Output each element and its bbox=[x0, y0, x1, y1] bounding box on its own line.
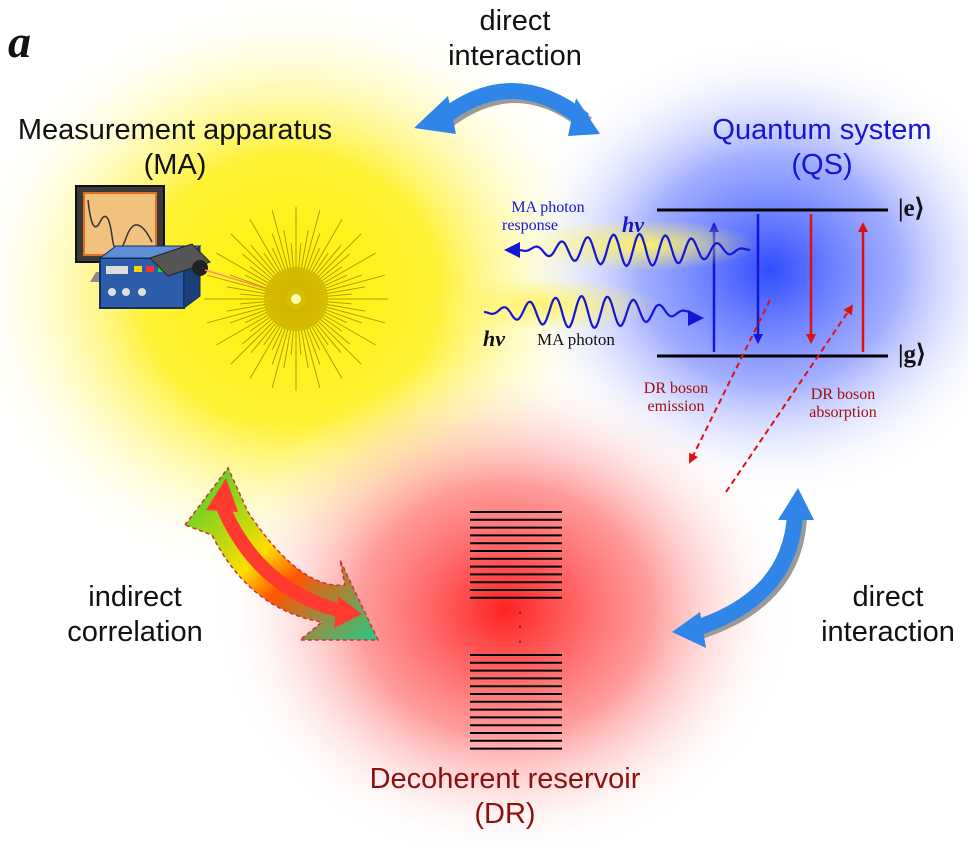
response-photon-glow bbox=[522, 219, 758, 271]
ma-title-text: Measurement apparatus bbox=[17, 114, 333, 146]
dr-abbr: (DR) bbox=[474, 797, 536, 830]
indirect-label-line1: indirect bbox=[88, 581, 182, 613]
dr-absorption-line2: absorption bbox=[809, 404, 877, 422]
reservoir-levels-lower bbox=[470, 654, 562, 750]
right-direct-interaction-arrow bbox=[672, 488, 814, 648]
photon-response-line1: MA photon bbox=[511, 199, 585, 216]
qs-title-text: Quantum system bbox=[712, 114, 932, 146]
right-arrow-label-line2: interaction bbox=[821, 615, 955, 648]
sunburst-center bbox=[291, 294, 301, 304]
incoming-hv-symbol: hν bbox=[483, 326, 505, 351]
dr-emission-label: DR boson emission bbox=[626, 380, 726, 417]
response-photon-wave bbox=[519, 232, 751, 268]
top-arrow-label-line2: interaction bbox=[448, 39, 582, 72]
qs-title: Quantum system (QS) bbox=[692, 113, 952, 183]
dr-absorption-label: DR boson absorption bbox=[788, 386, 898, 423]
dr-absorption-line1: DR boson bbox=[810, 386, 876, 403]
dr-emission-line2: emission bbox=[647, 398, 705, 416]
dr-boson-emission-arrow bbox=[689, 299, 771, 464]
indirect-correlation-arrow bbox=[183, 466, 380, 641]
reservoir-ellipsis: · · · bbox=[510, 604, 530, 650]
measurement-computer-icon bbox=[75, 185, 291, 309]
top-direct-interaction-arrow bbox=[414, 83, 600, 136]
indirect-label-line2: correlation bbox=[67, 615, 203, 648]
top-arrow-label: direct interaction bbox=[440, 4, 590, 74]
right-arrow-label-line1: direct bbox=[852, 581, 924, 613]
panel-label: a bbox=[8, 16, 31, 67]
ma-title: Measurement apparatus (MA) bbox=[0, 113, 350, 183]
dr-emission-line1: DR boson bbox=[643, 380, 709, 397]
top-arrow-label-line1: direct bbox=[479, 5, 551, 37]
dr-title: Decoherent reservoir (DR) bbox=[340, 762, 670, 832]
reservoir-dot-1: · bbox=[517, 604, 523, 621]
ground-state-label: |g⟩ bbox=[898, 341, 926, 368]
photon-response-line2: response bbox=[502, 217, 558, 235]
incoming-photon-arrowhead bbox=[688, 310, 704, 326]
incoming-photon-label: MA photon bbox=[537, 330, 615, 349]
response-hv-symbol: hν bbox=[622, 212, 644, 237]
dr-title-text: Decoherent reservoir bbox=[369, 763, 641, 795]
excited-state-label: |e⟩ bbox=[898, 195, 925, 222]
incoming-photon-wave bbox=[483, 294, 701, 330]
reservoir-dot-3: · bbox=[517, 632, 523, 650]
dr-boson-absorption-arrow bbox=[725, 304, 854, 493]
indirect-correlation-label: indirect correlation bbox=[40, 580, 230, 650]
response-photon-arrowhead bbox=[504, 242, 520, 258]
reservoir-dot-2: · bbox=[517, 618, 523, 636]
reservoir-levels-upper bbox=[470, 511, 562, 599]
ma-abbr: (MA) bbox=[143, 148, 207, 181]
photon-response-label: MA photon response bbox=[498, 199, 598, 236]
right-arrow-label: direct interaction bbox=[808, 580, 968, 650]
dr-glow bbox=[215, 360, 795, 847]
sunburst-photon-source bbox=[204, 207, 388, 391]
qs-abbr: (QS) bbox=[791, 148, 853, 181]
